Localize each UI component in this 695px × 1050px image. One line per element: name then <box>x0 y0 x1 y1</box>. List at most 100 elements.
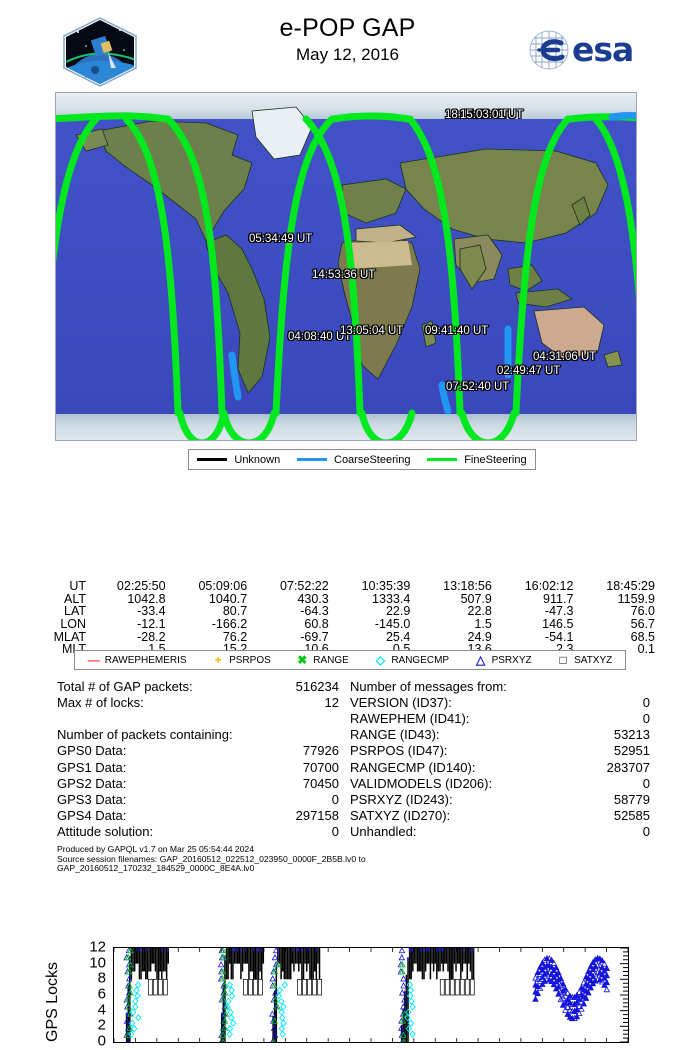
stat-label: Unhandled: <box>350 824 417 840</box>
page-header: CASSIOPE e-POP GAP May 12, 2016 esa <box>0 0 695 92</box>
stat-label: VALIDMODELS (ID206): <box>350 775 493 791</box>
param-row-mlat: MLAT -28.2 76.2 -69.7 25.4 24.9 -54.1 68.5 <box>40 629 662 644</box>
stat-value: 77926 <box>302 743 339 759</box>
symbol-marker-icon: □ <box>559 653 567 667</box>
stat-row-message: RANGECMP (ID140): 283707 <box>350 759 650 775</box>
stat-row-packet: GPS0 Data: 77926 <box>57 743 339 759</box>
stat-label: RAWEPHEM (ID41): <box>350 710 470 726</box>
legend-label-unknown: Unknown <box>234 453 281 466</box>
param-cell: -166.2 <box>211 617 248 632</box>
map-timestamp: 18:45:29 UT <box>445 109 509 121</box>
stat-row-packet: Attitude solution: 0 <box>57 824 339 840</box>
symbol-legend-item-psrxyz: △ PSRXYZ <box>475 654 532 666</box>
footer-provenance: Produced by GAPQL v1.7 on Mar 25 05:54:4… <box>57 844 617 874</box>
legend-item-coarsesteering: CoarseSteering <box>297 454 410 466</box>
stat-label: PSRPOS (ID47): <box>350 743 448 759</box>
symbol-legend-label: RANGECMP <box>391 654 450 666</box>
stat-value: 53213 <box>613 727 650 743</box>
param-cell: 430.3 <box>297 591 329 606</box>
statistics-right-column: Number of messages from: VERSION (ID37): 0… <box>350 678 650 840</box>
stat-row-packet: GPS3 Data: 0 <box>57 791 339 807</box>
symbol-legend-item-satxyz: □ SATXYZ <box>557 654 612 666</box>
legend-swatch-unknown <box>197 458 228 461</box>
param-cell: 1333.4 <box>372 591 411 606</box>
stat-label: RANGE (ID43): <box>350 727 440 743</box>
gps-locks-chart: GPS Locks 0 2 4 6 8 10 12 <box>0 470 695 1049</box>
map-timestamp: 02:49:47 UT <box>497 365 561 377</box>
page-title: e-POP GAP <box>279 14 416 42</box>
footer-line-source-start: Source session filenames: GAP_20160512_0… <box>57 853 366 864</box>
param-cell: 146.5 <box>542 617 574 632</box>
stat-row-packet: GPS1 Data: 70700 <box>57 759 339 775</box>
symbol-legend-label: RANGE <box>313 654 349 666</box>
cassiope-mission-logo-icon: CASSIOPE <box>58 16 142 88</box>
map-legend: Unknown CoarseSteering FineSteering <box>188 449 536 470</box>
symbol-legend-label: SATXYZ <box>574 654 613 666</box>
stat-label: GPS4 Data: <box>57 808 127 824</box>
stat-row-message: RANGE (ID43): 53213 <box>350 727 650 743</box>
symbol-legend-item-rangecmp: ◇ RANGECMP <box>374 654 449 666</box>
stat-value: 70450 <box>302 775 339 791</box>
legend-item-unknown: Unknown <box>197 454 280 466</box>
symbol-marker-icon: ◇ <box>375 653 385 667</box>
map-timestamp: 13:05:04 UT <box>340 325 404 337</box>
param-cell: 0.1 <box>637 642 655 657</box>
param-cell: -69.7 <box>300 629 329 644</box>
stat-value: 516234 <box>295 678 339 694</box>
stat-label: GPS2 Data: <box>57 775 127 791</box>
param-cell: -28.2 <box>137 629 166 644</box>
stat-label: VERSION (ID37): <box>350 694 452 710</box>
param-cell: 18:45:29 <box>606 579 655 594</box>
symbol-marker-icon: — <box>87 653 100 667</box>
param-cell: 56.7 <box>630 617 655 632</box>
param-cell: 507.9 <box>460 591 492 606</box>
param-row-lat: LAT -33.4 80.7 -64.3 22.9 22.8 -47.3 76.0 <box>40 604 662 619</box>
symbol-legend-item-range: ✖ RANGE <box>296 654 349 666</box>
map-timestamp: 05:34:49 UT <box>249 233 313 245</box>
param-cell: 02:25:50 <box>116 579 166 594</box>
param-cell: 16:02:12 <box>524 579 574 594</box>
param-row-label: UT <box>69 579 87 594</box>
legend-label-coarsesteering: CoarseSteering <box>334 453 411 466</box>
map-timestamp: 04:31:06 UT <box>533 351 597 363</box>
map-timestamp: 04:08:40 UT <box>288 331 352 343</box>
param-cell: 1159.9 <box>617 591 655 606</box>
stat-value: 0 <box>642 694 650 710</box>
param-cell: 80.7 <box>222 604 248 619</box>
param-row-label: ALT <box>64 591 87 606</box>
stat-header-messages: Number of messages from: <box>350 678 507 694</box>
stat-value: 0 <box>642 710 650 726</box>
param-cell: 25.4 <box>385 629 411 644</box>
symbol-legend-item-psrpos: + PSRPOS <box>212 654 271 666</box>
param-row-label: LAT <box>64 604 87 619</box>
stat-label: PSRXYZ (ID243): <box>350 791 453 807</box>
param-cell: 60.8 <box>304 617 329 632</box>
param-cell: 76.0 <box>630 604 655 619</box>
map-antarctic-ice <box>56 414 636 440</box>
stat-row-message: Unhandled: 0 <box>350 824 650 840</box>
stat-value: 12 <box>324 694 339 710</box>
map-timestamp: 15:03:01 UT <box>460 109 524 121</box>
stat-label: RANGECMP (ID140): <box>350 759 476 775</box>
stat-value: 52585 <box>613 808 650 824</box>
spacer <box>57 710 339 726</box>
chart-y-tick: 12 <box>89 938 106 956</box>
param-cell: -64.3 <box>300 604 329 619</box>
legend-swatch-coarsesteering <box>297 458 327 461</box>
chart-y-tick: 6 <box>97 985 106 1003</box>
stat-label: GPS1 Data: <box>57 759 127 775</box>
chart-symbol-legend: — RAWEPHEMERIS + PSRPOS ✖ RANGE ◇ RANGECMP △ PSRX… <box>74 650 626 670</box>
chart-y-tick: 4 <box>97 1001 106 1019</box>
symbol-marker-icon: △ <box>475 653 486 667</box>
stat-value: 58779 <box>613 791 650 807</box>
stat-value: 0 <box>642 775 650 791</box>
stat-row-summary: Max # of locks: 12 <box>57 694 339 710</box>
param-cell: 1042.8 <box>127 591 166 606</box>
chart-x-axis-parameter-table: UT 02:25:50 05:09:06 07:52:22 10:35:39 13:18:… <box>40 579 662 657</box>
stat-value: 297158 <box>295 808 339 824</box>
param-cell: -54.1 <box>544 629 574 644</box>
stat-row-message: RAWEPHEM (ID41): 0 <box>350 710 650 726</box>
world-map-panel: 05:34:49 UT 14:53:36 UT 18:45:29 UT 15:0… <box>55 92 637 441</box>
param-row-alt: ALT 1042.8 1040.7 430.3 1333.4 507.9 911.7 1159… <box>40 591 662 606</box>
stat-value: 52951 <box>613 743 650 759</box>
